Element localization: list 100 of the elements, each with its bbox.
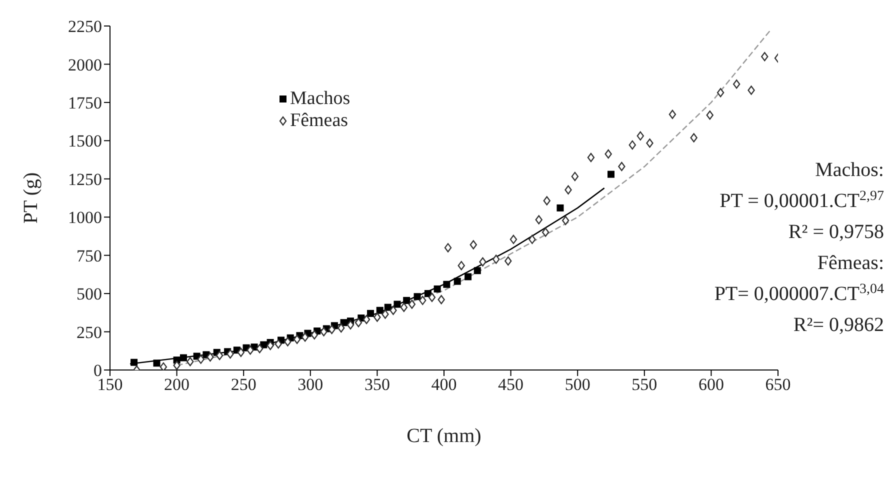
x-tick-label: 550 xyxy=(632,375,658,394)
x-tick-label: 300 xyxy=(298,375,324,394)
point xyxy=(690,133,698,142)
point xyxy=(556,204,564,212)
y-tick-label: 1000 xyxy=(68,208,102,228)
point xyxy=(362,314,370,324)
y-tick-label: 2000 xyxy=(68,55,102,74)
point xyxy=(376,306,384,314)
y-tick-label: 250 xyxy=(76,322,102,342)
point xyxy=(761,52,768,62)
point xyxy=(206,352,214,362)
point xyxy=(390,306,397,315)
point xyxy=(346,320,354,330)
y-tick-label: 1250 xyxy=(68,170,102,189)
annotation: PT = 0,00001.CT$^{2,97}$ xyxy=(720,188,884,212)
x-tick-label: 350 xyxy=(364,375,390,394)
point xyxy=(266,340,274,350)
x-axis-title: CT (mm) xyxy=(406,425,482,447)
point xyxy=(354,318,362,328)
point xyxy=(237,348,245,358)
y-tick-label: 1750 xyxy=(68,93,102,112)
x-tick-label: 400 xyxy=(431,375,457,394)
point xyxy=(400,302,408,312)
point xyxy=(226,349,234,359)
y-tick-label: 2250 xyxy=(68,17,102,36)
point xyxy=(310,330,318,340)
point xyxy=(510,234,518,244)
point xyxy=(646,138,654,148)
point xyxy=(434,285,441,292)
point xyxy=(403,296,410,304)
point xyxy=(668,110,676,119)
point xyxy=(464,273,472,280)
point xyxy=(320,327,328,336)
point xyxy=(479,257,486,267)
point xyxy=(628,140,636,150)
point xyxy=(216,350,224,360)
x-tick-label: 250 xyxy=(230,375,256,394)
point xyxy=(173,360,180,370)
x-tick-label: 500 xyxy=(564,375,590,394)
point xyxy=(419,296,426,306)
point xyxy=(443,280,450,288)
text: R²= 0,9862 xyxy=(793,314,884,336)
point xyxy=(338,323,345,333)
point xyxy=(428,292,436,302)
x-tick-label: 650 xyxy=(765,375,791,394)
point xyxy=(716,88,724,98)
point xyxy=(748,86,755,95)
legend-label: Machos xyxy=(290,88,350,110)
point xyxy=(438,295,445,304)
x-tick-label: 600 xyxy=(698,375,724,394)
point xyxy=(732,80,740,89)
point xyxy=(604,149,612,159)
point xyxy=(542,228,550,237)
point xyxy=(384,304,392,311)
point xyxy=(470,240,477,250)
point xyxy=(706,110,714,120)
point xyxy=(454,278,461,285)
point xyxy=(535,215,542,224)
text: Machos: xyxy=(815,159,884,181)
point xyxy=(608,170,614,178)
point xyxy=(374,312,381,322)
point xyxy=(180,354,187,362)
point xyxy=(587,152,595,162)
y-tick-label: 1500 xyxy=(68,132,102,151)
point xyxy=(618,162,626,172)
point xyxy=(197,354,204,364)
point xyxy=(160,362,168,370)
point xyxy=(301,332,309,342)
point xyxy=(256,344,264,354)
point xyxy=(474,267,481,274)
point xyxy=(492,254,500,264)
point xyxy=(284,337,292,346)
line-series xyxy=(129,187,605,365)
point xyxy=(408,300,416,309)
point xyxy=(274,339,282,349)
annotation: PT= 0,000007.CT$^{3,04}$ xyxy=(714,282,884,305)
point xyxy=(328,324,336,334)
point xyxy=(458,260,465,270)
y-tick-label: 750 xyxy=(76,246,102,266)
point xyxy=(562,216,570,226)
point xyxy=(571,172,579,182)
y-axis-title: PT (g) xyxy=(20,172,42,224)
point xyxy=(153,360,160,367)
point xyxy=(543,196,550,206)
point xyxy=(186,356,194,366)
point xyxy=(130,358,138,366)
point xyxy=(293,334,301,344)
point xyxy=(636,131,644,141)
point xyxy=(367,310,374,317)
point xyxy=(504,256,512,266)
point xyxy=(414,293,421,300)
point xyxy=(382,310,389,319)
point xyxy=(528,234,536,244)
point xyxy=(246,346,254,355)
x-tick-label: 450 xyxy=(498,375,524,394)
x-tick-label: 200 xyxy=(164,375,190,394)
text: R² = 0,9758 xyxy=(788,221,884,243)
point xyxy=(424,290,432,298)
point xyxy=(394,300,401,308)
y-tick-label: 500 xyxy=(76,284,102,304)
